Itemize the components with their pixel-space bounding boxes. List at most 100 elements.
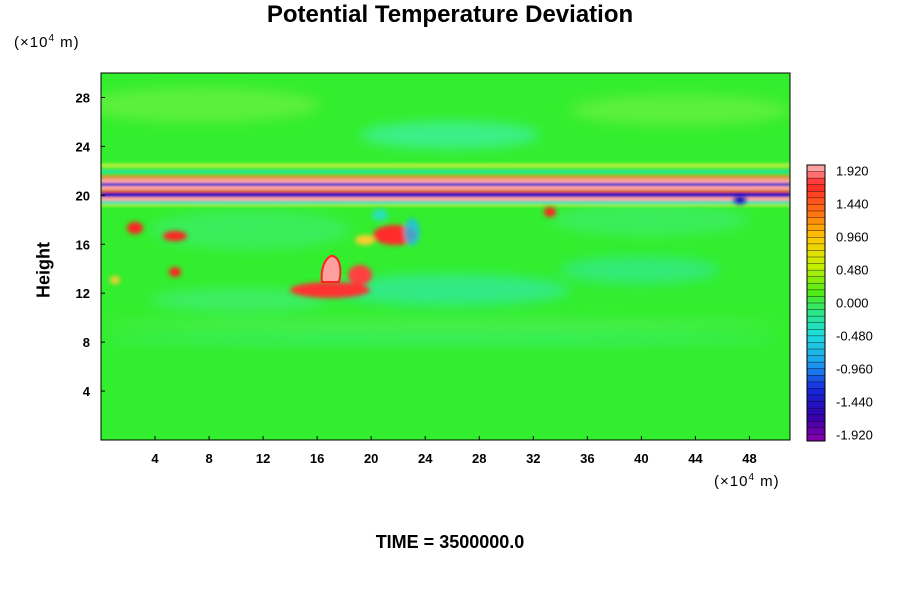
x-tick-label: 4: [151, 451, 159, 466]
warm-cell: [348, 265, 372, 285]
colorbar-label: 1.440: [836, 197, 869, 212]
band-pink: [101, 179, 790, 183]
x-tick-label: 48: [742, 451, 756, 466]
colorbar-swatch: [807, 257, 825, 265]
warm-cell: [355, 235, 375, 245]
cool-patch: [360, 121, 540, 149]
cool-patch: [560, 256, 720, 284]
colorbar-swatch: [807, 178, 825, 186]
x-tick-label: 20: [364, 451, 378, 466]
colorbar-frame: [806, 164, 826, 442]
colorbar-swatch: [807, 237, 825, 245]
band-blue: [101, 193, 790, 197]
colorbar-label: -1.440: [836, 395, 873, 410]
colorbar-label: 0.480: [836, 263, 869, 278]
band-cyan: [101, 170, 790, 173]
colorbar-swatch: [807, 283, 825, 291]
y-tick-label: 12: [76, 286, 90, 301]
colorbar-swatch: [807, 362, 825, 370]
warm-cell: [169, 267, 181, 277]
cool-patch: [150, 288, 330, 312]
band-pink: [101, 186, 790, 190]
soft-field-patches: [101, 87, 790, 344]
warm-cell: [163, 231, 187, 241]
warm-patch: [101, 319, 780, 331]
y-tick-label: 20: [76, 188, 90, 203]
y-tick-label: 24: [76, 139, 91, 154]
colorbar-swatch: [807, 197, 825, 205]
band-yellow: [101, 163, 790, 168]
colorbar-swatch: [807, 401, 825, 409]
chart-title: Potential Temperature Deviation: [266, 1, 634, 28]
colorbar-swatch: [807, 342, 825, 350]
colorbar-swatch: [807, 204, 825, 212]
colorbar-swatch: [807, 184, 825, 192]
band-pink: [101, 197, 790, 201]
cool-patch: [150, 210, 350, 250]
colorbar-swatch: [807, 368, 825, 376]
colorbar-label: 0.000: [836, 296, 869, 311]
colorbar-swatch: [807, 263, 825, 271]
band-red: [101, 190, 790, 193]
colorbar-swatch: [807, 211, 825, 219]
x-tick-label: 28: [472, 451, 486, 466]
colorbar-swatch: [807, 217, 825, 225]
band-orange: [101, 175, 790, 179]
band-cyan: [101, 201, 790, 204]
colorbar-label: -0.480: [836, 329, 873, 344]
colorbar-swatch: [807, 303, 825, 311]
colorbar-swatch: [807, 171, 825, 179]
cool-patch: [550, 204, 750, 236]
colorbar-swatch: [807, 408, 825, 416]
y-tick-label: 8: [83, 335, 90, 350]
x-tick-label: 24: [418, 451, 433, 466]
colorbar-swatch: [807, 316, 825, 324]
colorbar-label: -0.960: [836, 362, 873, 377]
warm-cell: [544, 207, 556, 217]
colorbar-swatch: [807, 243, 825, 251]
x-tick-label: 8: [205, 451, 212, 466]
colorbar-label: 0.960: [836, 230, 869, 245]
colorbar-swatch: [807, 309, 825, 317]
colorbar-swatch: [807, 329, 825, 337]
x-tick-label: 16: [310, 451, 324, 466]
colorbar-label: 1.920: [836, 164, 869, 179]
colorbar-label: -1.920: [836, 428, 873, 443]
cool-cell: [372, 209, 388, 221]
colorbar-swatch: [807, 355, 825, 363]
colorbar-swatch: [807, 388, 825, 396]
x-axis-unit: (×104 m): [714, 472, 780, 490]
colorbar-swatch: [807, 289, 825, 297]
y-tick-label: 28: [76, 90, 90, 105]
x-tick-label: 40: [634, 451, 648, 466]
x-tick-label: 36: [580, 451, 594, 466]
band-yellow: [101, 204, 790, 207]
colorbar-swatch: [807, 395, 825, 403]
y-axis: 4 8 12 16 20 24 28: [76, 90, 105, 399]
colorbar-swatch: [807, 250, 825, 258]
cool-patch: [101, 336, 780, 344]
y-tick-label: 4: [83, 384, 91, 399]
colorbar-swatch: [807, 349, 825, 357]
colorbar-swatch: [807, 427, 825, 435]
colorbar-swatch: [807, 165, 825, 173]
colorbar-swatch: [807, 276, 825, 284]
colorbar-swatch: [807, 421, 825, 429]
colorbar-swatch: [807, 224, 825, 232]
band-blue: [101, 183, 790, 186]
x-axis: 4 8 12 16 20 24 28 32 36 40 44 48: [151, 436, 757, 466]
y-axis-unit: (×104 m): [14, 33, 80, 51]
plume: [320, 254, 342, 283]
colorbar-swatch: [807, 322, 825, 330]
colorbar-swatch: [807, 375, 825, 383]
wave-bands: [101, 163, 790, 207]
heatmap-field: [101, 73, 790, 440]
x-tick-label: 12: [256, 451, 270, 466]
time-label: TIME = 3500000.0: [375, 532, 525, 552]
plot-frame: [100, 72, 791, 441]
x-tick-label: 44: [688, 451, 703, 466]
cool-cell: [404, 218, 420, 246]
warm-cell: [127, 222, 143, 234]
warm-cell: [110, 276, 120, 284]
